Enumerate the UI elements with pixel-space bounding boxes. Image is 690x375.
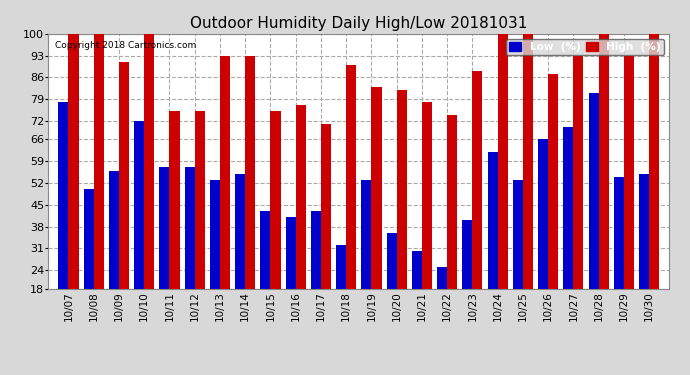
Bar xyxy=(346,65,356,289)
Bar xyxy=(245,56,255,289)
Bar xyxy=(397,90,407,289)
Bar xyxy=(422,102,432,289)
Bar xyxy=(144,34,155,289)
Bar xyxy=(109,171,119,289)
Bar xyxy=(462,220,473,289)
Bar xyxy=(119,62,129,289)
Legend: Low  (%), High  (%): Low (%), High (%) xyxy=(506,39,664,56)
Text: Copyright 2018 Cartronics.com: Copyright 2018 Cartronics.com xyxy=(55,41,196,50)
Bar xyxy=(220,56,230,289)
Bar xyxy=(412,251,422,289)
Bar xyxy=(159,168,170,289)
Bar xyxy=(170,111,179,289)
Bar xyxy=(386,233,397,289)
Bar xyxy=(563,127,573,289)
Bar xyxy=(649,34,659,289)
Bar xyxy=(447,115,457,289)
Bar xyxy=(523,34,533,289)
Bar xyxy=(94,34,104,289)
Title: Outdoor Humidity Daily High/Low 20181031: Outdoor Humidity Daily High/Low 20181031 xyxy=(190,16,527,31)
Bar xyxy=(513,180,523,289)
Bar xyxy=(321,124,331,289)
Bar xyxy=(624,56,634,289)
Bar xyxy=(59,102,68,289)
Bar xyxy=(362,180,371,289)
Bar xyxy=(497,34,508,289)
Bar xyxy=(260,211,270,289)
Bar xyxy=(235,174,245,289)
Bar xyxy=(538,140,548,289)
Bar xyxy=(210,180,220,289)
Bar xyxy=(639,174,649,289)
Bar xyxy=(573,56,584,289)
Bar xyxy=(599,34,609,289)
Bar xyxy=(473,71,482,289)
Bar xyxy=(614,177,624,289)
Bar xyxy=(336,245,346,289)
Bar xyxy=(589,93,599,289)
Bar xyxy=(270,111,281,289)
Bar xyxy=(437,267,447,289)
Bar xyxy=(83,189,94,289)
Bar xyxy=(371,87,382,289)
Bar xyxy=(185,168,195,289)
Bar xyxy=(310,211,321,289)
Bar xyxy=(296,105,306,289)
Bar xyxy=(286,217,296,289)
Bar xyxy=(548,74,558,289)
Bar xyxy=(195,111,205,289)
Bar xyxy=(134,121,144,289)
Bar xyxy=(488,152,497,289)
Bar xyxy=(68,34,79,289)
